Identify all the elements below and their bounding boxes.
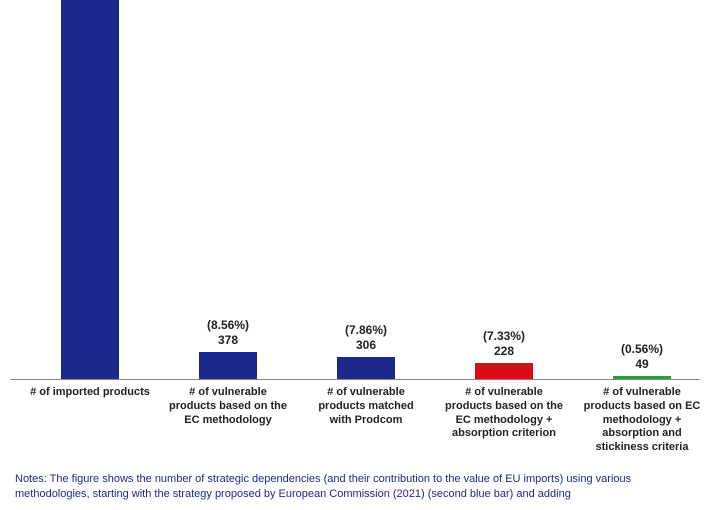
bar-label-4: (0.56%)49 (582, 342, 702, 372)
bar-chart: (100%)5381(8.56%)378(7.86%)306(7.33%)228… (10, 0, 700, 380)
bar-value-2: 306 (306, 338, 426, 353)
bar-0 (61, 0, 119, 379)
bar-4 (613, 376, 671, 379)
axis-label-2: # of vulnerable products matched with Pr… (306, 386, 426, 427)
bar-label-1: (8.56%)378 (168, 318, 288, 348)
axis-label-4: # of vulnerable products based on EC met… (582, 386, 702, 455)
bar-percent-2: (7.86%) (306, 323, 426, 338)
bar-percent-1: (8.56%) (168, 318, 288, 333)
chart-notes: Notes: The figure shows the number of st… (15, 472, 695, 502)
bar-label-3: (7.33%)228 (444, 329, 564, 359)
bar-1 (199, 352, 257, 379)
axis-label-3: # of vulnerable products based on the EC… (444, 386, 564, 441)
bar-3 (475, 363, 533, 379)
bar-label-2: (7.86%)306 (306, 323, 426, 353)
axis-label-0: # of imported products (30, 386, 150, 400)
bar-value-1: 378 (168, 333, 288, 348)
bar-percent-4: (0.56%) (582, 342, 702, 357)
notes-text: Notes: The figure shows the number of st… (15, 473, 631, 500)
bar-value-3: 228 (444, 344, 564, 359)
axis-label-1: # of vulnerable products based on the EC… (168, 386, 288, 427)
bar-value-4: 49 (582, 357, 702, 372)
bar-percent-3: (7.33%) (444, 329, 564, 344)
bar-2 (337, 357, 395, 379)
x-axis-labels: # of imported products # of vulnerable pr… (10, 380, 700, 468)
